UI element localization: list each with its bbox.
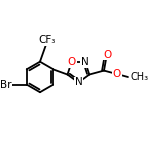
- Text: O: O: [103, 50, 111, 60]
- Text: N: N: [81, 57, 89, 67]
- Text: CH₃: CH₃: [131, 72, 149, 82]
- Text: O: O: [67, 57, 76, 67]
- Text: O: O: [113, 69, 121, 79]
- Text: CF₃: CF₃: [38, 35, 55, 45]
- Text: Br: Br: [0, 80, 12, 90]
- Text: N: N: [74, 78, 82, 87]
